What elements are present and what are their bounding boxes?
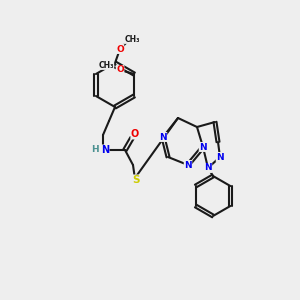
Text: N: N	[101, 145, 109, 155]
Text: H: H	[91, 146, 99, 154]
Text: O: O	[116, 65, 124, 74]
Text: N: N	[216, 152, 224, 161]
Text: CH₃: CH₃	[124, 34, 140, 43]
Text: N: N	[204, 164, 212, 172]
Text: O: O	[116, 44, 124, 53]
Text: CH₃: CH₃	[98, 61, 114, 70]
Text: S: S	[132, 175, 140, 185]
Text: N: N	[184, 160, 192, 169]
Text: O: O	[131, 129, 139, 139]
Text: N: N	[199, 142, 207, 152]
Text: N: N	[159, 133, 167, 142]
